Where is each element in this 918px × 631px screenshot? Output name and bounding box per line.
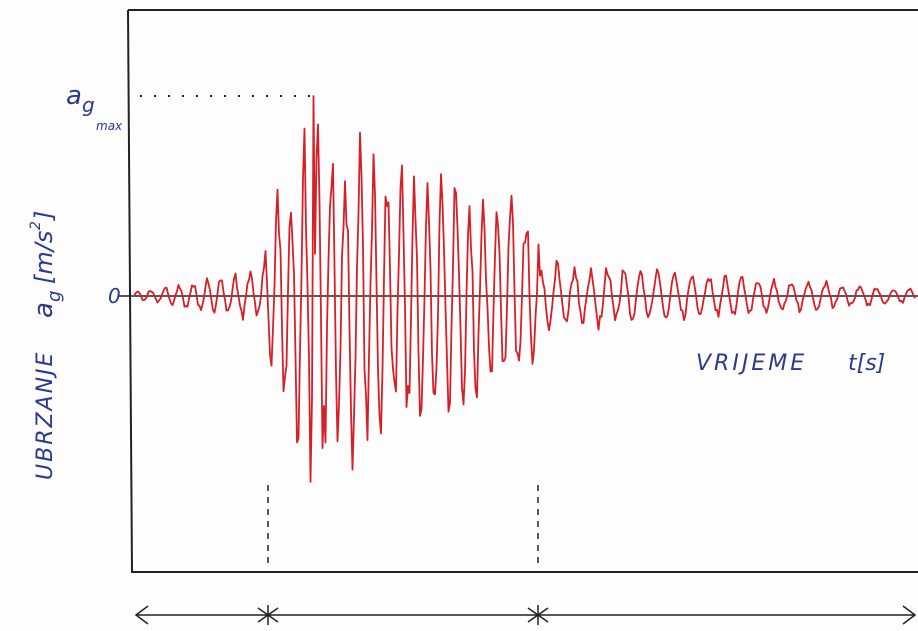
y-axis-unit: [m/s	[30, 231, 58, 284]
zero-label: 0	[108, 284, 121, 308]
x-axis-symbol: t[s]	[848, 351, 885, 376]
peak-symbol: a	[66, 81, 82, 111]
y-axis-unit-sup: 2	[28, 221, 44, 230]
y-axis-unit-close: ]	[30, 211, 58, 221]
y-axis-symbol: a	[29, 302, 59, 318]
diagram: a g max 0 UBRZANJE a g [m/s 2 ] VRIJEME …	[0, 0, 918, 631]
peak-subsub: max	[96, 119, 123, 133]
x-axis-label: VRIJEME	[696, 351, 807, 376]
y-axis-label: UBRZANJE	[33, 351, 58, 480]
y-axis-sub: g	[44, 291, 65, 302]
paper	[0, 0, 918, 631]
peak-sub: g	[82, 93, 95, 117]
